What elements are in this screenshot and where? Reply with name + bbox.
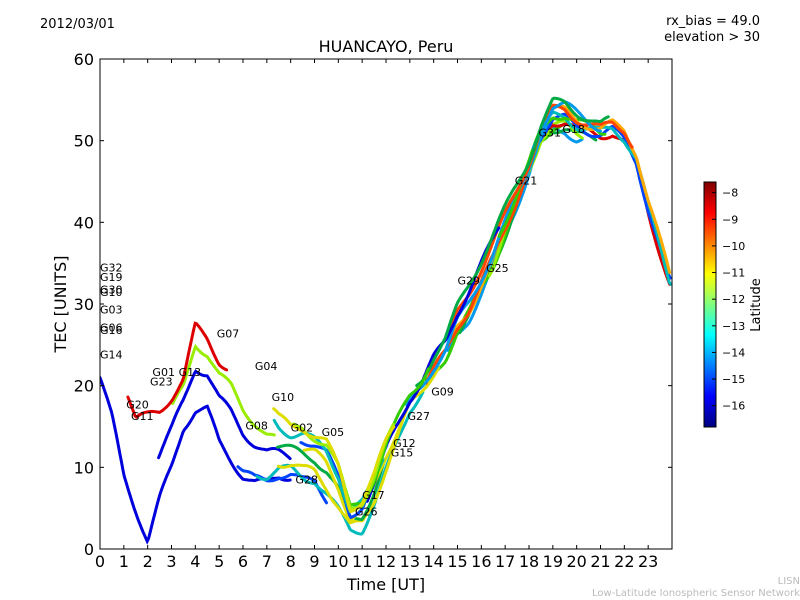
x-tick-label: 23 [638,552,658,571]
y-tick-label: 40 [74,213,94,232]
satellite-track [415,96,610,388]
credit-lisn: LISN [777,576,800,587]
x-axis-label: Time [UT] [346,575,425,594]
satellite-label: G03 [100,304,123,317]
satellite-label: G25 [486,262,509,275]
colorbar-tick-label: −10 [722,240,745,253]
satellite-label: G32 [100,261,123,274]
colorbar-tick-label: −14 [722,346,745,359]
x-tick-label: 15 [447,552,467,571]
elevation-label: elevation > 30 [664,30,760,45]
satellite-label: G10 [100,286,123,299]
satellite-label: G30 [100,283,123,296]
satellite-label: G08 [245,420,268,433]
satellite-label: G17 [362,489,385,502]
satellite-label: G21 [515,175,538,188]
satellite-label: G06 [100,322,123,335]
colorbar-tick-label: −15 [722,373,745,386]
satellite-track [126,321,229,419]
satellite-label: G10 [272,391,295,404]
satellite-label: G20 [126,398,149,411]
y-tick-label: 20 [74,377,94,396]
rx-bias-label: rx_bias = 49.0 [666,14,760,29]
x-tick-label: 17 [495,552,515,571]
x-tick-label: 16 [471,552,491,571]
satellite-track [236,465,328,505]
satellite-track [171,343,276,437]
x-tick-label: 12 [376,552,396,571]
x-tick-label: 22 [614,552,634,571]
satellite-label: G27 [407,410,430,423]
colorbar-tick-label: −12 [722,293,745,306]
y-tick-label: 30 [74,295,94,314]
satellite-label: G19 [100,271,123,284]
x-tick-label: 18 [519,552,539,571]
colorbar-tick-label: −11 [722,267,745,280]
x-tick-label: 3 [166,552,176,571]
chart-title: HUANCAYO, Peru [319,37,454,56]
x-tick-label: 5 [214,552,224,571]
colorbar-tick-label: −8 [722,187,738,200]
satellite-track [275,443,387,522]
satellite-label: G12 [393,437,416,450]
satellite-label: G13 [179,366,202,379]
x-tick-label: 2 [143,552,153,571]
x-tick-label: 14 [423,552,443,571]
y-axis-label: TEC [UNITS] [51,256,70,354]
x-tick-label: 1 [119,552,129,571]
x-tick-label: 4 [190,552,200,571]
colorbar-tick-label: −9 [722,213,738,226]
satellite-track [157,369,292,461]
x-tick-label: 19 [543,552,563,571]
satellite-label: G15 [391,447,414,460]
colorbar-tick-label: −16 [722,400,745,413]
satellite-label: G04 [255,360,278,373]
satellite-track [272,407,396,514]
satellite-label: G09 [431,385,454,398]
satellite-track [100,376,292,545]
satellite-track [424,122,578,382]
x-tick-label: 11 [352,552,372,571]
y-tick-label: 60 [74,50,94,69]
satellite-label: G31 [539,127,562,140]
y-tick-label: 50 [74,132,94,151]
colorbar-label: Latitude [749,278,764,332]
satellite-track [343,367,430,507]
date-label: 2012/03/01 [40,17,115,32]
satellite-label: G05 [322,426,345,439]
satellite-label: G28 [295,474,318,487]
y-tick-label: 0 [84,540,94,559]
colorbar-tick-label: −13 [722,320,745,333]
x-tick-label: 21 [590,552,610,571]
y-tick-label: 10 [74,458,94,477]
satellite-label: G11 [131,410,154,423]
satellite-label: G14 [100,349,123,362]
x-tick-label: 8 [286,552,296,571]
x-tick-label: 7 [262,552,272,571]
satellite-label: G18 [562,123,585,136]
satellite-label: G02 [291,421,314,434]
satellite-label: G07 [217,327,240,340]
colorbar [703,181,717,428]
x-tick-label: 10 [328,552,348,571]
satellite-label: G29 [458,274,481,287]
satellite-label: G23 [150,376,173,389]
x-tick-label: 0 [95,552,105,571]
satellite-label: G01 [152,366,175,379]
x-tick-label: 20 [566,552,586,571]
x-tick-label: 9 [309,552,319,571]
satellite-label: G26 [355,505,378,518]
x-tick-label: 13 [400,552,420,571]
satellite-label: G16 [100,324,123,337]
credit-network: Low-Latitude Ionospheric Sensor Network [592,588,800,599]
x-tick-label: 6 [238,552,248,571]
